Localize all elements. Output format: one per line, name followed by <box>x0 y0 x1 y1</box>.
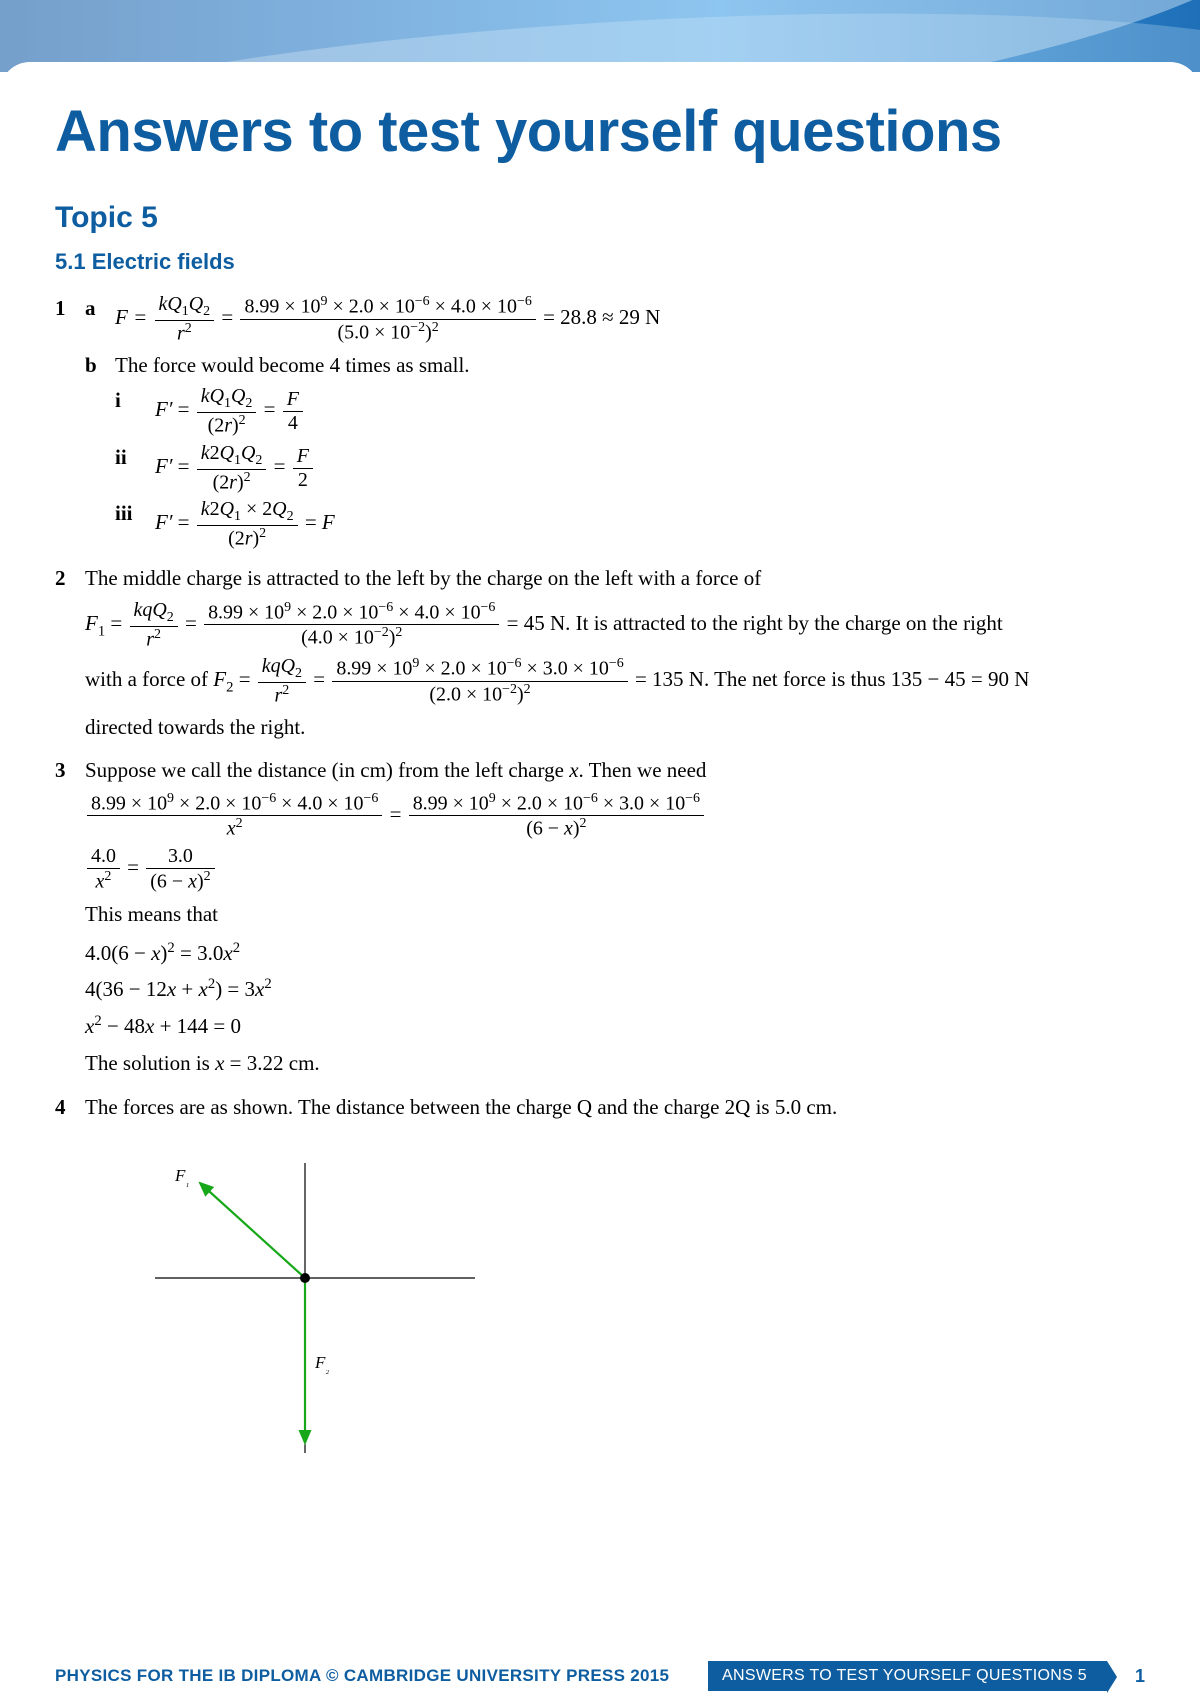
q-body: The middle charge is attracted to the le… <box>85 563 1145 595</box>
q-roman: ii <box>115 442 155 495</box>
fraction: kQ1Q2 r2 <box>155 293 215 346</box>
footer-tab: ANSWERS TO TEST YOURSELF QUESTIONS 5 <box>708 1661 1107 1691</box>
q1b-iii: iii F′ = k2Q1 × 2Q2(2r)2 = F <box>115 498 1145 551</box>
section-heading: 5.1 Electric fields <box>55 249 1145 275</box>
q-roman: i <box>115 385 155 438</box>
q-letter: a <box>85 293 115 346</box>
q3-row: 3 Suppose we call the distance (in cm) f… <box>55 755 1145 787</box>
q3-eq2: 4.0x2 = 3.0(6 − x)2 <box>85 845 1145 894</box>
q-number: 2 <box>55 563 85 595</box>
q1b-row: b The force would become 4 times as smal… <box>55 350 1145 382</box>
q-body: Suppose we call the distance (in cm) fro… <box>85 755 1145 787</box>
q3-solution: The solution is x = 3.22 cm. <box>85 1048 1145 1080</box>
var-F: F = <box>115 305 147 329</box>
q1a-row: 1 a F = kQ1Q2 r2 = 8.99 × 109 × 2.0 × 10… <box>55 293 1145 346</box>
q3-step2: 4(36 − 12x + x2) = 3x2 <box>85 973 1145 1006</box>
q3-step3: x2 − 48x + 144 = 0 <box>85 1010 1145 1043</box>
footer-right: ANSWERS TO TEST YOURSELF QUESTIONS 5 1 <box>708 1660 1145 1692</box>
force-diagram: F₁ F₂ <box>115 1143 1145 1473</box>
svg-text:F₂: F₂ <box>314 1353 329 1375</box>
q3-eq1: 8.99 × 109 × 2.0 × 10−6 × 4.0 × 10−6x2 =… <box>85 791 1145 841</box>
q4-row: 4 The forces are as shown. The distance … <box>55 1092 1145 1124</box>
q3-means: This means that <box>85 899 1145 931</box>
q-body: F = kQ1Q2 r2 = 8.99 × 109 × 2.0 × 10−6 ×… <box>115 293 1145 346</box>
q2-row: 2 The middle charge is attracted to the … <box>55 563 1145 595</box>
svg-text:F₁: F₁ <box>174 1166 189 1188</box>
q2-line3: directed towards the right. <box>85 712 1145 744</box>
q-body: The forces are as shown. The distance be… <box>85 1092 1145 1124</box>
content-area: 1 a F = kQ1Q2 r2 = 8.99 × 109 × 2.0 × 10… <box>55 293 1145 1473</box>
q2-eq2: with a force of F2 = kqQ2r2 = 8.99 × 109… <box>85 655 1145 708</box>
force-diagram-svg: F₁ F₂ <box>115 1143 495 1463</box>
q-body: The force would become 4 times as small. <box>115 350 1145 382</box>
footer-copyright: PHYSICS FOR THE IB DIPLOMA © CAMBRIDGE U… <box>0 1666 669 1686</box>
q-body: F′ = k2Q1 × 2Q2(2r)2 = F <box>155 498 1145 551</box>
page-body: Answers to test yourself questions Topic… <box>0 62 1200 1473</box>
q-body: F′ = kQ1Q2(2r)2 = F4 <box>155 385 1145 438</box>
page-title: Answers to test yourself questions <box>55 98 1145 165</box>
q-roman: iii <box>115 498 155 551</box>
q-letter: b <box>85 350 115 382</box>
q-body: F′ = k2Q1Q2(2r)2 = F2 <box>155 442 1145 495</box>
footer: PHYSICS FOR THE IB DIPLOMA © CAMBRIDGE U… <box>0 1655 1200 1697</box>
topic-heading: Topic 5 <box>55 201 1145 235</box>
q-number: 4 <box>55 1092 85 1124</box>
page-number: 1 <box>1135 1666 1145 1687</box>
q1b-ii: ii F′ = k2Q1Q2(2r)2 = F2 <box>115 442 1145 495</box>
q1b-i: i F′ = kQ1Q2(2r)2 = F4 <box>115 385 1145 438</box>
q-number: 3 <box>55 755 85 787</box>
q3-step1: 4.0(6 − x)2 = 3.0x2 <box>85 937 1145 970</box>
fraction: 8.99 × 109 × 2.0 × 10−6 × 4.0 × 10−6 (5.… <box>240 294 535 344</box>
q2-eq1: F1 = kqQ2r2 = 8.99 × 109 × 2.0 × 10−6 × … <box>85 599 1145 652</box>
result: = 28.8 ≈ 29 N <box>543 305 660 329</box>
q-number: 1 <box>55 293 85 346</box>
